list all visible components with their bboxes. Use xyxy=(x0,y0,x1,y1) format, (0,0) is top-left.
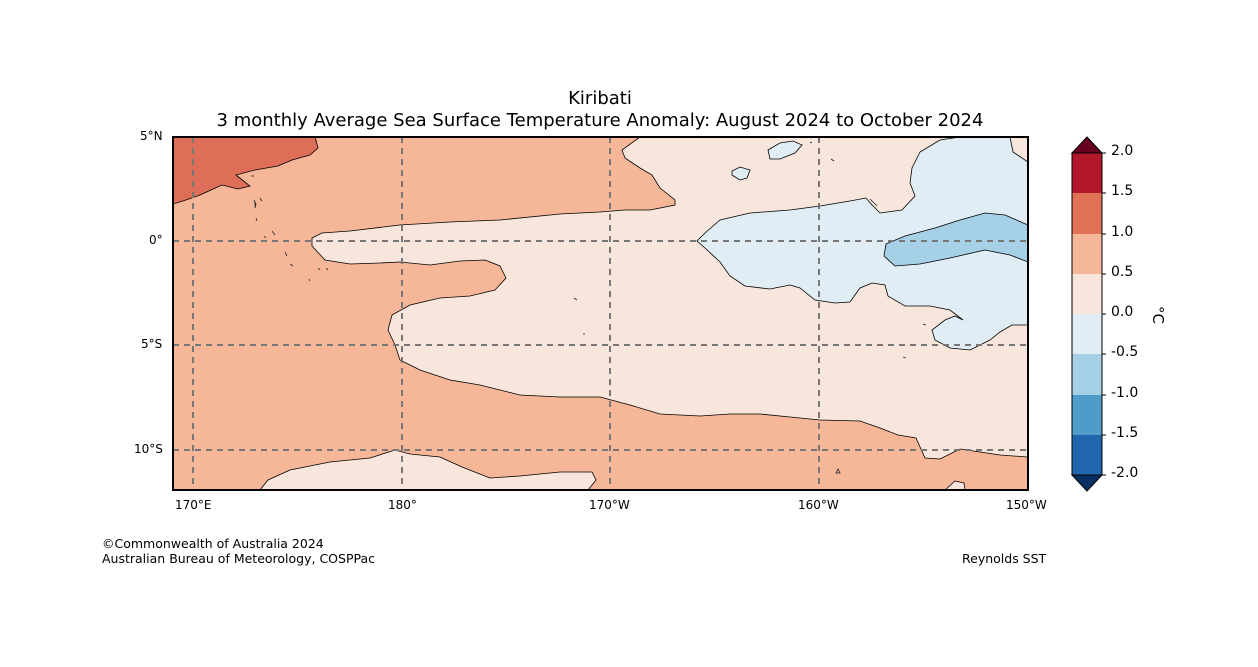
anomaly-band-0.0-0.5-islet xyxy=(944,480,966,490)
lat-label-0: 0° xyxy=(149,233,163,247)
lat-label-10s: 10°S xyxy=(134,442,163,456)
colorbar-segment xyxy=(1072,234,1102,274)
anomaly-band-m0.5-0.0-patch xyxy=(731,166,751,181)
colorbar-label: -1.0 xyxy=(1111,385,1139,401)
anomaly-band-m0.5-0.0-patch xyxy=(767,140,803,160)
lat-label-5s: 5°S xyxy=(141,337,163,351)
footer-credits: ©Commonwealth of Australia 2024 Australi… xyxy=(102,536,375,566)
anomaly-band-1.0-1.5 xyxy=(173,137,319,205)
anomaly-field xyxy=(173,137,1028,490)
colorbar-label: -2.0 xyxy=(1111,465,1139,481)
colorbar-label: 1.5 xyxy=(1111,183,1134,199)
copyright-text: ©Commonwealth of Australia 2024 xyxy=(102,536,324,551)
colorbar-segment xyxy=(1072,314,1102,354)
colorbar-segment xyxy=(1072,193,1102,234)
colorbar-unit: °C xyxy=(1148,306,1167,324)
gridlines xyxy=(173,137,1028,490)
colorbar-label: 0.0 xyxy=(1111,304,1134,320)
lon-label-180: 180° xyxy=(388,498,417,512)
colorbar-segment xyxy=(1072,274,1102,314)
anomaly-band-m1.0-m0.5 xyxy=(883,212,1028,267)
colorbar-extend-max xyxy=(1070,136,1104,154)
colorbar-extend-min xyxy=(1070,474,1104,492)
colorbar xyxy=(1070,136,1106,492)
lon-label-150w: 150°W xyxy=(1006,498,1047,512)
colorbar-label: -1.5 xyxy=(1111,425,1139,441)
colorbar-segment xyxy=(1072,435,1102,475)
colorbar-label: 2.0 xyxy=(1111,143,1134,159)
lat-label-5n: 5°N xyxy=(140,129,163,143)
colorbar-segment xyxy=(1072,153,1102,193)
map-subtitle: 3 monthly Average Sea Surface Temperatur… xyxy=(216,110,984,131)
map-frame xyxy=(172,136,1029,491)
data-source-text: Reynolds SST xyxy=(962,551,1047,566)
colorbar-segment xyxy=(1072,395,1102,435)
map-title: Kiribati xyxy=(568,88,632,109)
lon-label-160w: 160°W xyxy=(798,498,839,512)
colorbar-segment xyxy=(1072,354,1102,395)
colorbar-label: -0.5 xyxy=(1111,344,1139,360)
colorbar-label: 0.5 xyxy=(1111,264,1134,280)
agency-text: Australian Bureau of Meteorology, COSPPa… xyxy=(102,551,375,566)
anomaly-band-m0.5-0.0 xyxy=(696,137,1028,351)
islands xyxy=(251,141,927,474)
colorbar-label: 1.0 xyxy=(1111,224,1134,240)
anomaly-band-0.0-0.5-south xyxy=(259,449,597,490)
lon-label-170w: 170°W xyxy=(589,498,630,512)
lon-label-170e: 170°E xyxy=(175,498,212,512)
